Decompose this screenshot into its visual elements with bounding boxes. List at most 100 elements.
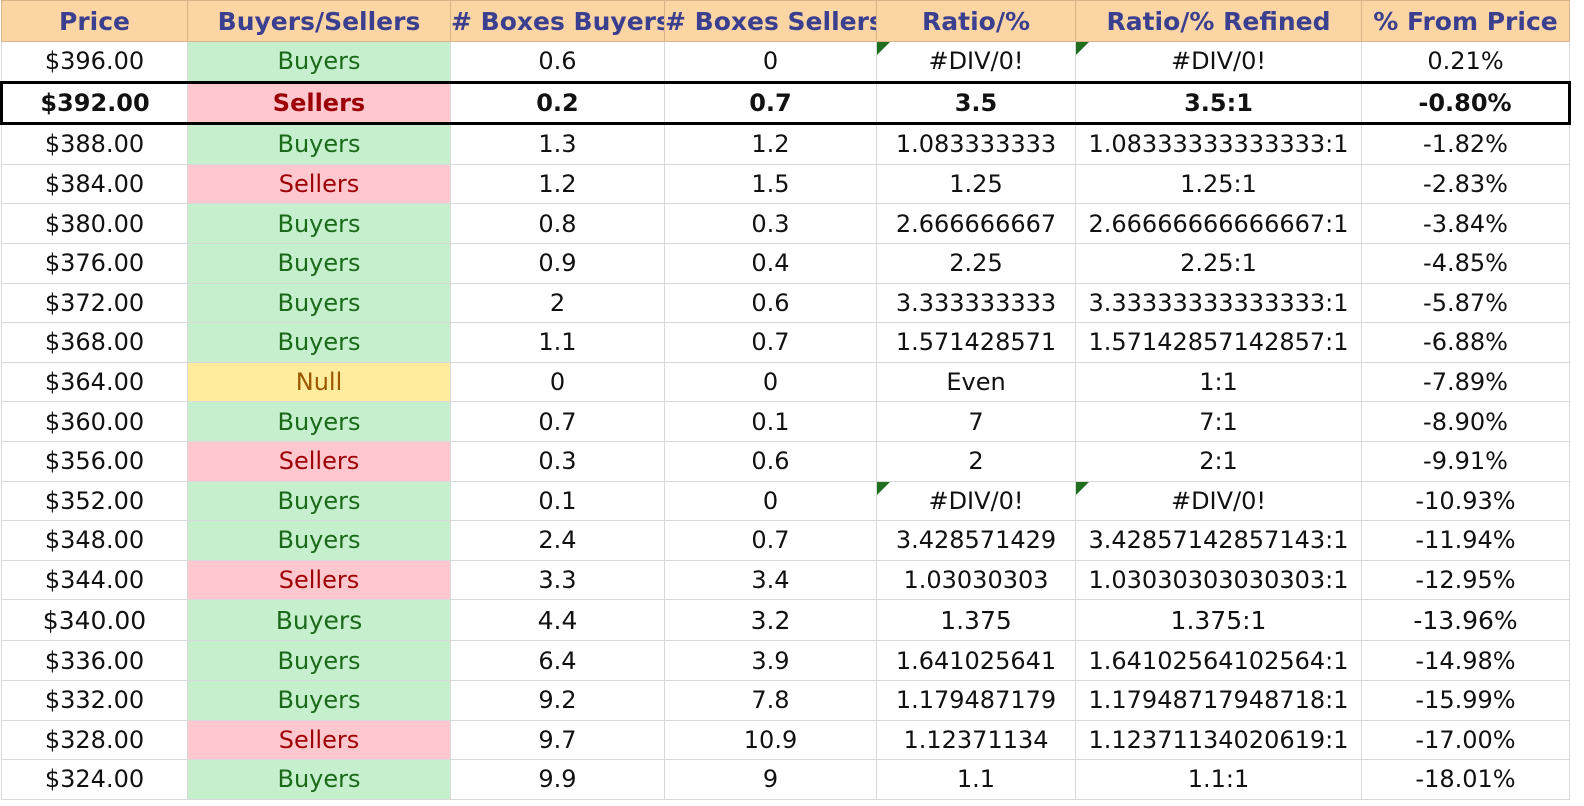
ratio-cell[interactable]: 3.428571429 <box>876 520 1076 561</box>
side-cell[interactable]: Sellers <box>187 80 451 126</box>
from-price-cell[interactable]: -17.00% <box>1361 719 1570 761</box>
ratio-refined-cell[interactable]: 1.1:1 <box>1075 759 1362 800</box>
boxes-sellers-cell[interactable]: 1.5 <box>664 163 877 205</box>
price-cell[interactable]: $376.00 <box>1 242 188 284</box>
ratio-cell[interactable]: 1.03030303 <box>876 559 1076 601</box>
boxes-buyers-cell[interactable]: 1.3 <box>450 123 665 165</box>
price-cell[interactable]: $364.00 <box>1 361 188 403</box>
ratio-refined-cell[interactable]: 2.66666666666667:1 <box>1075 203 1362 244</box>
from-price-cell[interactable]: -7.89% <box>1361 361 1570 403</box>
boxes-sellers-cell[interactable]: 0 <box>664 41 877 83</box>
boxes-sellers-cell[interactable]: 0.6 <box>664 282 877 324</box>
side-cell[interactable]: Sellers <box>187 559 451 601</box>
price-cell[interactable]: $368.00 <box>1 322 188 363</box>
header-ratio-refined[interactable]: Ratio/% Refined <box>1075 0 1362 42</box>
boxes-sellers-cell[interactable]: 9 <box>664 759 877 800</box>
from-price-cell[interactable]: -0.80% <box>1361 80 1571 126</box>
boxes-sellers-cell[interactable]: 0.7 <box>664 80 877 126</box>
from-price-cell[interactable]: -4.85% <box>1361 242 1570 284</box>
ratio-refined-cell[interactable]: 1.17948717948718:1 <box>1075 679 1362 721</box>
ratio-refined-cell[interactable]: 1.375:1 <box>1075 599 1362 642</box>
ratio-cell[interactable]: 1.179487179 <box>876 679 1076 721</box>
from-price-cell[interactable]: -8.90% <box>1361 401 1570 442</box>
price-cell[interactable]: $328.00 <box>1 719 188 761</box>
ratio-cell[interactable]: 2.666666667 <box>876 203 1076 244</box>
boxes-buyers-cell[interactable]: 1.1 <box>450 322 665 363</box>
from-price-cell[interactable]: 0.21% <box>1361 41 1570 83</box>
ratio-cell[interactable]: 1.641025641 <box>876 640 1076 681</box>
price-cell[interactable]: $384.00 <box>1 163 188 205</box>
from-price-cell[interactable]: -12.95% <box>1361 559 1570 601</box>
price-cell[interactable]: $360.00 <box>1 401 188 442</box>
price-cell[interactable]: $332.00 <box>1 679 188 721</box>
header-buyers-sellers[interactable]: Buyers/Sellers <box>187 0 451 42</box>
side-cell[interactable]: Buyers <box>187 759 451 800</box>
ratio-refined-cell[interactable]: 3.33333333333333:1 <box>1075 282 1362 324</box>
price-cell[interactable]: $392.00 <box>0 80 188 126</box>
side-cell[interactable]: Sellers <box>187 719 451 761</box>
ratio-cell[interactable]: 1.25 <box>876 163 1076 205</box>
boxes-sellers-cell[interactable]: 1.2 <box>664 123 877 165</box>
boxes-buyers-cell[interactable]: 2 <box>450 282 665 324</box>
boxes-buyers-cell[interactable]: 9.9 <box>450 759 665 800</box>
price-cell[interactable]: $352.00 <box>1 480 188 522</box>
from-price-cell[interactable]: -14.98% <box>1361 640 1570 681</box>
side-cell[interactable]: Buyers <box>187 679 451 721</box>
from-price-cell[interactable]: -9.91% <box>1361 440 1570 482</box>
ratio-cell[interactable]: #DIV/0! <box>876 480 1076 522</box>
price-cell[interactable]: $396.00 <box>1 41 188 83</box>
side-cell[interactable]: Buyers <box>187 520 451 561</box>
ratio-refined-cell[interactable]: 1.03030303030303:1 <box>1075 559 1362 601</box>
boxes-buyers-cell[interactable]: 0.2 <box>450 80 665 126</box>
header-from-price[interactable]: % From Price <box>1361 0 1570 42</box>
ratio-refined-cell[interactable]: 1.64102564102564:1 <box>1075 640 1362 681</box>
price-cell[interactable]: $356.00 <box>1 440 188 482</box>
boxes-buyers-cell[interactable]: 3.3 <box>450 559 665 601</box>
boxes-sellers-cell[interactable]: 0.4 <box>664 242 877 284</box>
boxes-buyers-cell[interactable]: 1.2 <box>450 163 665 205</box>
boxes-sellers-cell[interactable]: 0.3 <box>664 203 877 244</box>
ratio-cell[interactable]: 2 <box>876 440 1076 482</box>
from-price-cell[interactable]: -6.88% <box>1361 322 1570 363</box>
from-price-cell[interactable]: -11.94% <box>1361 520 1570 561</box>
header-ratio[interactable]: Ratio/% <box>876 0 1076 42</box>
side-cell[interactable]: Buyers <box>187 203 451 244</box>
ratio-cell[interactable]: 1.1 <box>876 759 1076 800</box>
ratio-cell[interactable]: 1.375 <box>876 599 1076 642</box>
side-cell[interactable]: Buyers <box>187 282 451 324</box>
from-price-cell[interactable]: -3.84% <box>1361 203 1570 244</box>
from-price-cell[interactable]: -10.93% <box>1361 480 1570 522</box>
boxes-sellers-cell[interactable]: 3.2 <box>664 599 877 642</box>
ratio-cell[interactable]: 1.12371134 <box>876 719 1076 761</box>
boxes-buyers-cell[interactable]: 0.8 <box>450 203 665 244</box>
from-price-cell[interactable]: -18.01% <box>1361 759 1570 800</box>
ratio-cell[interactable]: 7 <box>876 401 1076 442</box>
price-cell[interactable]: $380.00 <box>1 203 188 244</box>
header-price[interactable]: Price <box>1 0 188 42</box>
ratio-cell[interactable]: 1.571428571 <box>876 322 1076 363</box>
boxes-buyers-cell[interactable]: 4.4 <box>450 599 665 642</box>
ratio-refined-cell[interactable]: 1.25:1 <box>1075 163 1362 205</box>
boxes-sellers-cell[interactable]: 0.6 <box>664 440 877 482</box>
side-cell[interactable]: Buyers <box>187 242 451 284</box>
side-cell[interactable]: Buyers <box>187 401 451 442</box>
ratio-cell[interactable]: #DIV/0! <box>876 41 1076 83</box>
ratio-cell[interactable]: 2.25 <box>876 242 1076 284</box>
side-cell[interactable]: Sellers <box>187 163 451 205</box>
ratio-cell[interactable]: 1.083333333 <box>876 123 1076 165</box>
side-cell[interactable]: Buyers <box>187 640 451 681</box>
ratio-refined-cell[interactable]: 1:1 <box>1075 361 1362 403</box>
boxes-sellers-cell[interactable]: 10.9 <box>664 719 877 761</box>
boxes-buyers-cell[interactable]: 0.7 <box>450 401 665 442</box>
boxes-sellers-cell[interactable]: 7.8 <box>664 679 877 721</box>
from-price-cell[interactable]: -15.99% <box>1361 679 1570 721</box>
ratio-refined-cell[interactable]: 7:1 <box>1075 401 1362 442</box>
header-boxes-buyers[interactable]: # Boxes Buyers <box>450 0 665 42</box>
price-cell[interactable]: $324.00 <box>1 759 188 800</box>
ratio-refined-cell[interactable]: 3.42857142857143:1 <box>1075 520 1362 561</box>
price-cell[interactable]: $344.00 <box>1 559 188 601</box>
boxes-buyers-cell[interactable]: 0.1 <box>450 480 665 522</box>
boxes-sellers-cell[interactable]: 0 <box>664 361 877 403</box>
from-price-cell[interactable]: -2.83% <box>1361 163 1570 205</box>
ratio-refined-cell[interactable]: 1.08333333333333:1 <box>1075 123 1362 165</box>
